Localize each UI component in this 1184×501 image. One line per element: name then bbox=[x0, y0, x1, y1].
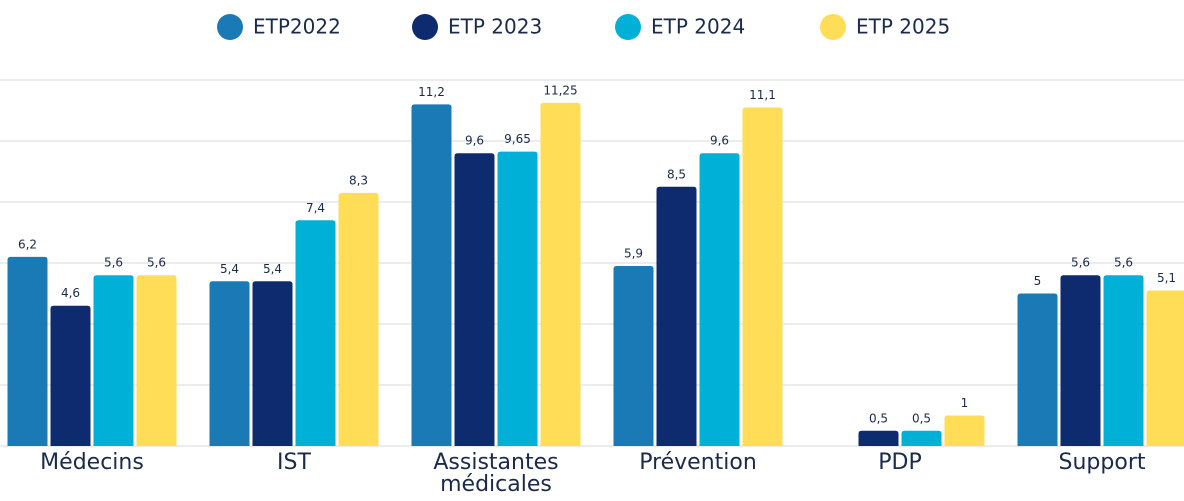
value-label: 7,4 bbox=[306, 201, 325, 215]
legend-label: ETP 2024 bbox=[651, 15, 745, 39]
bar bbox=[411, 104, 452, 447]
value-label: 8,3 bbox=[349, 173, 368, 187]
bar bbox=[209, 281, 250, 446]
bar bbox=[338, 192, 379, 446]
value-label: 5,6 bbox=[104, 256, 123, 270]
value-label: 0,5 bbox=[869, 411, 888, 425]
bar bbox=[1146, 290, 1184, 446]
bar bbox=[699, 153, 740, 446]
value-label: 0,5 bbox=[912, 411, 931, 425]
x-tick-label: Médecins bbox=[40, 450, 144, 475]
value-label: 11,1 bbox=[749, 88, 776, 102]
bar bbox=[93, 275, 134, 446]
value-label: 9,65 bbox=[504, 132, 531, 146]
x-tick-label: Support bbox=[1058, 450, 1146, 475]
value-label: 5,9 bbox=[624, 247, 643, 261]
bar bbox=[454, 153, 495, 446]
value-label: 9,6 bbox=[710, 134, 729, 148]
value-label: 4,6 bbox=[61, 286, 80, 300]
bar bbox=[656, 186, 697, 446]
bar bbox=[613, 266, 654, 446]
bar bbox=[50, 305, 91, 446]
value-label: 5 bbox=[1034, 274, 1042, 288]
value-label: 5,6 bbox=[1114, 256, 1133, 270]
x-tick-label: Prévention bbox=[639, 450, 757, 475]
bar bbox=[252, 281, 293, 446]
bar bbox=[1103, 275, 1144, 446]
value-label: 8,5 bbox=[667, 167, 686, 181]
bar bbox=[540, 102, 581, 446]
legend-label: ETP 2025 bbox=[856, 15, 950, 39]
bar bbox=[858, 430, 899, 446]
legend-label: ETP 2023 bbox=[448, 15, 542, 39]
value-label: 5,6 bbox=[1071, 256, 1090, 270]
value-label: 5,4 bbox=[263, 262, 282, 276]
legend-swatch bbox=[820, 14, 846, 40]
value-label: 5,4 bbox=[220, 262, 239, 276]
legend-swatch bbox=[412, 14, 438, 40]
value-label: 11,2 bbox=[418, 85, 445, 99]
bar bbox=[136, 275, 177, 446]
legend-swatch bbox=[217, 14, 243, 40]
value-label: 6,2 bbox=[18, 237, 37, 251]
bar bbox=[1060, 275, 1101, 446]
bar bbox=[1017, 293, 1058, 446]
bar bbox=[7, 256, 48, 446]
value-label: 9,6 bbox=[465, 134, 484, 148]
x-tick-label: Assistantes médicales bbox=[433, 450, 559, 497]
value-label: 1 bbox=[961, 396, 969, 410]
legend-swatch bbox=[615, 14, 641, 40]
value-label: 5,1 bbox=[1157, 271, 1176, 285]
x-tick-label: PDP bbox=[878, 450, 922, 475]
x-tick-label: IST bbox=[277, 450, 311, 475]
value-label: 5,6 bbox=[147, 256, 166, 270]
legend-label: ETP2022 bbox=[253, 15, 341, 39]
bar bbox=[742, 107, 783, 446]
bar bbox=[944, 415, 985, 446]
bar bbox=[901, 430, 942, 446]
bar bbox=[497, 151, 538, 447]
value-label: 11,25 bbox=[543, 83, 577, 97]
bar bbox=[295, 220, 336, 446]
